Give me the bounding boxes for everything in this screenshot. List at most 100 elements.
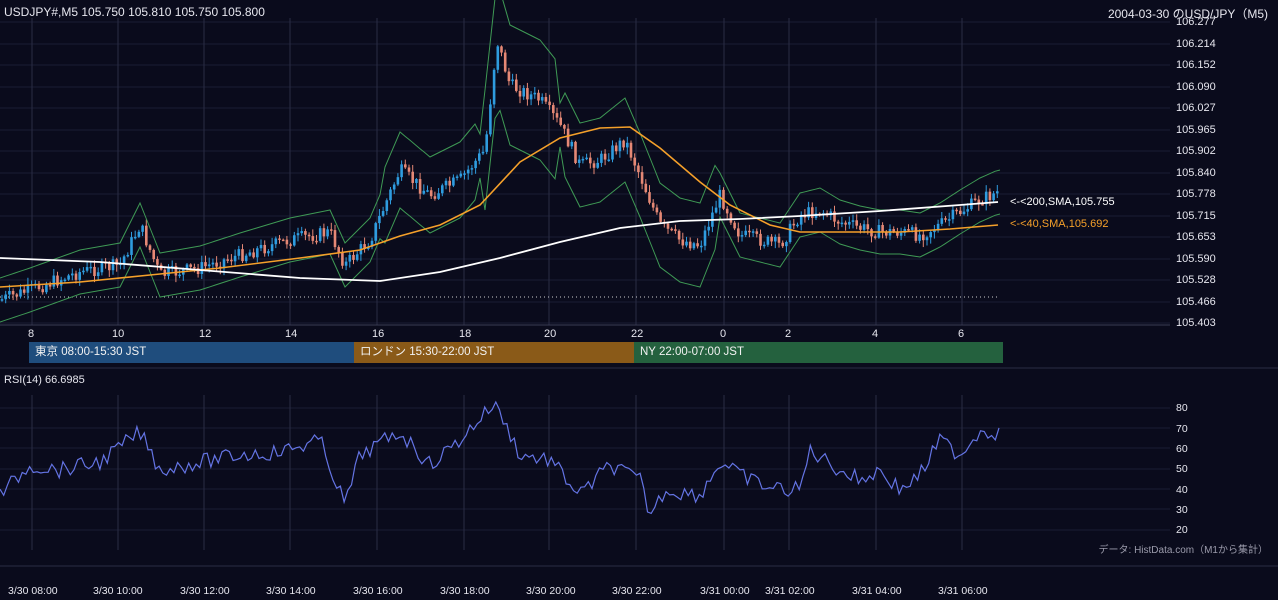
candle-body	[848, 221, 851, 225]
candle-body	[925, 237, 929, 241]
rsi-tick: 20	[1176, 524, 1188, 536]
candle-body	[770, 236, 773, 242]
price-tick: 105.466	[1176, 296, 1216, 308]
candle-body	[241, 249, 244, 262]
candle-body	[785, 242, 788, 247]
candle-body	[278, 238, 281, 240]
candle-body	[947, 219, 951, 221]
candle-body	[74, 273, 78, 280]
candle-body	[548, 101, 551, 106]
candle-body	[914, 227, 918, 241]
candle-body	[670, 228, 673, 231]
candle-body	[93, 266, 96, 277]
candle-body	[463, 173, 466, 175]
candle-body	[589, 157, 592, 164]
candle-body	[89, 266, 93, 269]
candle-body	[355, 254, 359, 260]
candle-body	[152, 249, 155, 260]
candle-body	[385, 200, 389, 212]
candle-body	[96, 272, 100, 277]
candle-body	[237, 249, 241, 256]
candle-body	[485, 134, 488, 152]
candle-body	[611, 145, 614, 160]
candle-body	[448, 180, 451, 186]
candle-body	[799, 214, 803, 225]
candle-body	[929, 232, 932, 238]
candle-body	[981, 204, 984, 206]
candle-body	[629, 142, 633, 158]
datetime-tick: 3/30 14:00	[266, 585, 316, 597]
candle-body	[859, 225, 862, 230]
candle-body	[811, 207, 814, 218]
price-tick: 106.027	[1176, 102, 1216, 114]
sma200-line	[0, 201, 999, 282]
candle-body	[866, 224, 870, 230]
candle-body	[507, 71, 511, 82]
candle-body	[200, 262, 204, 275]
candle-body	[185, 264, 189, 269]
candle-body	[940, 218, 944, 224]
price-tick: 106.277	[1176, 16, 1216, 28]
candle-body	[0, 299, 4, 301]
candle-body	[788, 223, 792, 243]
rsi-tick: 80	[1176, 402, 1188, 414]
datetime-tick: 3/30 10:00	[93, 585, 143, 597]
candle-body	[381, 211, 385, 216]
candle-body	[862, 224, 866, 230]
candle-body	[108, 263, 111, 271]
candle-body	[274, 238, 278, 245]
datetime-tick: 3/31 04:00	[852, 585, 902, 597]
rsi-tick: 60	[1176, 443, 1188, 455]
candle-body	[737, 228, 740, 237]
candle-body	[626, 142, 629, 148]
candle-body	[415, 179, 418, 183]
candle-body	[437, 193, 440, 199]
price-tick: 106.152	[1176, 59, 1216, 71]
price-tick: 105.965	[1176, 124, 1216, 136]
candle-body	[577, 159, 581, 163]
candle-body	[996, 191, 999, 194]
candle-body	[26, 284, 30, 293]
candle-body	[792, 223, 796, 226]
candle-body	[574, 141, 577, 163]
candle-body	[518, 90, 522, 97]
candle-body	[640, 172, 644, 184]
candle-body	[133, 236, 137, 239]
datetime-tick: 3/30 12:00	[180, 585, 230, 597]
candle-body	[52, 275, 56, 287]
price-tick: 105.902	[1176, 145, 1216, 157]
candle-body	[840, 222, 844, 225]
candle-body	[256, 248, 259, 258]
candle-body	[248, 252, 252, 256]
rsi-tick: 40	[1176, 484, 1188, 496]
candle-body	[685, 241, 688, 246]
hour-tick: 14	[285, 328, 298, 340]
candle-body	[418, 179, 422, 194]
price-tick: 105.778	[1176, 188, 1216, 200]
candle-body	[307, 234, 311, 237]
candle-body	[955, 209, 958, 212]
candle-body	[907, 229, 910, 231]
candle-body	[526, 88, 529, 100]
candle-body	[677, 230, 681, 240]
candle-body	[651, 202, 655, 208]
candle-body	[988, 191, 992, 201]
candle-body	[19, 289, 22, 297]
candle-body	[466, 169, 470, 174]
candle-body	[603, 153, 607, 160]
candle-body	[637, 165, 640, 173]
candle-body	[41, 289, 44, 293]
hour-tick: 10	[112, 328, 125, 340]
candle-body	[37, 283, 41, 290]
candle-body	[363, 244, 366, 249]
candle-body	[885, 231, 888, 236]
candle-body	[614, 145, 618, 152]
candle-body	[407, 167, 411, 172]
candle-body	[766, 236, 770, 245]
price-tick: 106.214	[1176, 38, 1216, 50]
candle-body	[145, 225, 148, 246]
candle-body	[11, 290, 15, 295]
candle-body	[204, 262, 207, 267]
candle-body	[311, 236, 315, 241]
